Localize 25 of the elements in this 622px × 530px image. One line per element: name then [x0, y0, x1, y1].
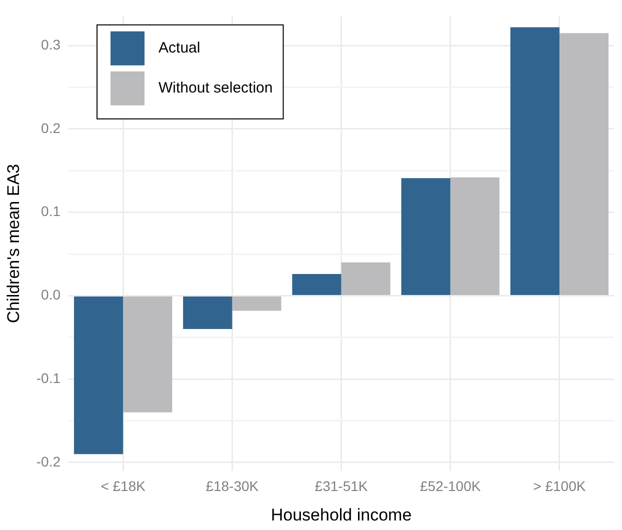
legend-label: Without selection	[158, 80, 273, 97]
bar	[510, 27, 560, 295]
x-tick-label: < £18K	[100, 478, 146, 494]
bar	[559, 33, 609, 295]
bar	[341, 262, 390, 295]
bar	[74, 296, 124, 454]
bar	[123, 296, 172, 412]
y-tick-label: -0.1	[36, 370, 61, 386]
y-tick-label: 0.1	[41, 203, 61, 220]
x-axis-title: Household income	[270, 505, 412, 524]
bar	[292, 274, 342, 295]
x-tick-label: £52-100K	[420, 478, 482, 494]
x-tick-label: £31-51K	[314, 478, 368, 494]
x-tick-label: £18-30K	[206, 478, 260, 494]
legend-label: Actual	[158, 40, 200, 57]
bar	[183, 296, 232, 330]
y-tick-label: 0.0	[41, 286, 61, 303]
y-axis-title: Children's mean EA3	[4, 164, 23, 324]
y-tick-label: 0.2	[41, 120, 61, 136]
y-tick-label: 0.3	[41, 36, 61, 52]
y-tick-label: -0.2	[36, 453, 61, 470]
x-tick-label: > £100K	[533, 478, 586, 494]
bar	[401, 178, 450, 295]
bar	[232, 296, 282, 311]
bar	[450, 177, 500, 295]
